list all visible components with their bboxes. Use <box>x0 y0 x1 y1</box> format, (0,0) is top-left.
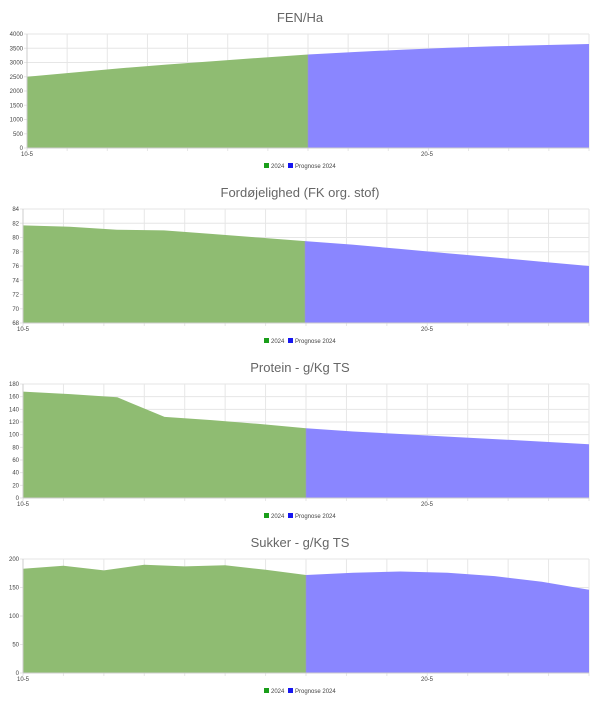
legend-label-2024: 2024 <box>271 514 285 520</box>
chart-3: Protein - g/Kg TS 0 20 40 60 80 100 120 140 160 18… <box>9 360 590 520</box>
y-tick-label: 80 <box>12 236 19 242</box>
y-tick-label: 0 <box>16 496 20 502</box>
chart-title: FEN/Ha <box>277 10 324 25</box>
y-tick-label: 1500 <box>10 103 24 109</box>
y-tick-label: 150 <box>9 586 20 592</box>
x-tick-label: 10-5 <box>21 152 34 158</box>
y-tick-label: 76 <box>12 264 19 270</box>
y-tick-label: 100 <box>9 433 20 439</box>
y-tick-label: 72 <box>12 293 19 299</box>
y-tick-label: 120 <box>9 420 20 426</box>
x-tick-label: 10-5 <box>17 677 30 683</box>
legend-swatch-prognose <box>288 688 293 693</box>
y-tick-label: 2000 <box>10 89 24 95</box>
series-2024-area <box>27 54 308 148</box>
legend-label-prognose: Prognose 2024 <box>295 164 336 170</box>
chart-1: FEN/Ha 0 500 1000 1500 2000 2500 3000 3500 4000 10… <box>10 10 590 170</box>
x-tick-label: 10-5 <box>17 502 30 508</box>
y-tick-label: 140 <box>9 407 20 413</box>
legend-label-prognose: Prognose 2024 <box>295 689 336 695</box>
chart-title: Fordøjelighed (FK org. stof) <box>221 185 380 200</box>
y-tick-label: 68 <box>12 321 19 327</box>
y-tick-label: 0 <box>20 146 24 152</box>
legend-label-2024: 2024 <box>271 339 285 345</box>
y-tick-label: 500 <box>13 132 24 138</box>
series-prognose-area <box>305 241 589 323</box>
x-tick-label: 20-5 <box>421 327 434 333</box>
y-tick-label: 0 <box>16 671 20 677</box>
chart-2: Fordøjelighed (FK org. stof) 68 70 72 74 76 78… <box>12 185 590 345</box>
legend-swatch-prognose <box>288 513 293 518</box>
legend-label-prognose: Prognose 2024 <box>295 339 336 345</box>
series-prognose-area <box>306 428 589 498</box>
chart-4: Sukker - g/Kg TS 0 50 100 150 200 10-5 20-5 2024… <box>9 535 590 695</box>
legend-swatch-2024 <box>264 688 269 693</box>
y-tick-label: 78 <box>12 250 19 256</box>
legend-label-2024: 2024 <box>271 689 285 695</box>
chart-title: Protein - g/Kg TS <box>250 360 350 375</box>
y-tick-label: 70 <box>12 307 19 313</box>
y-tick-label: 20 <box>12 483 19 489</box>
series-2024-area <box>23 391 306 498</box>
y-tick-label: 2500 <box>10 75 24 81</box>
y-tick-label: 4000 <box>10 32 24 38</box>
legend-swatch-prognose <box>288 163 293 168</box>
series-prognose-area <box>306 571 589 673</box>
y-tick-label: 82 <box>12 221 19 227</box>
y-tick-label: 40 <box>12 471 19 477</box>
legend-swatch-prognose <box>288 338 293 343</box>
y-tick-label: 84 <box>12 207 19 213</box>
series-2024-area <box>23 225 305 323</box>
series-2024-area <box>23 564 306 673</box>
y-tick-label: 60 <box>12 458 19 464</box>
legend-label-prognose: Prognose 2024 <box>295 514 336 520</box>
y-tick-label: 160 <box>9 395 20 401</box>
chart-title: Sukker - g/Kg TS <box>251 535 350 550</box>
x-tick-label: 20-5 <box>421 152 434 158</box>
y-tick-label: 1000 <box>10 118 24 124</box>
x-tick-label: 10-5 <box>17 327 30 333</box>
y-tick-label: 100 <box>9 614 20 620</box>
x-tick-label: 20-5 <box>421 677 434 683</box>
y-tick-label: 200 <box>9 557 20 563</box>
series-prognose-area <box>308 44 589 148</box>
y-tick-label: 3500 <box>10 46 24 52</box>
legend-swatch-2024 <box>264 338 269 343</box>
legend-swatch-2024 <box>264 513 269 518</box>
y-tick-label: 180 <box>9 382 20 388</box>
legend-swatch-2024 <box>264 163 269 168</box>
y-tick-label: 74 <box>12 278 19 284</box>
y-tick-label: 50 <box>12 643 19 649</box>
x-tick-label: 20-5 <box>421 502 434 508</box>
y-tick-label: 3000 <box>10 61 24 67</box>
y-tick-label: 80 <box>12 445 19 451</box>
legend-label-2024: 2024 <box>271 164 285 170</box>
